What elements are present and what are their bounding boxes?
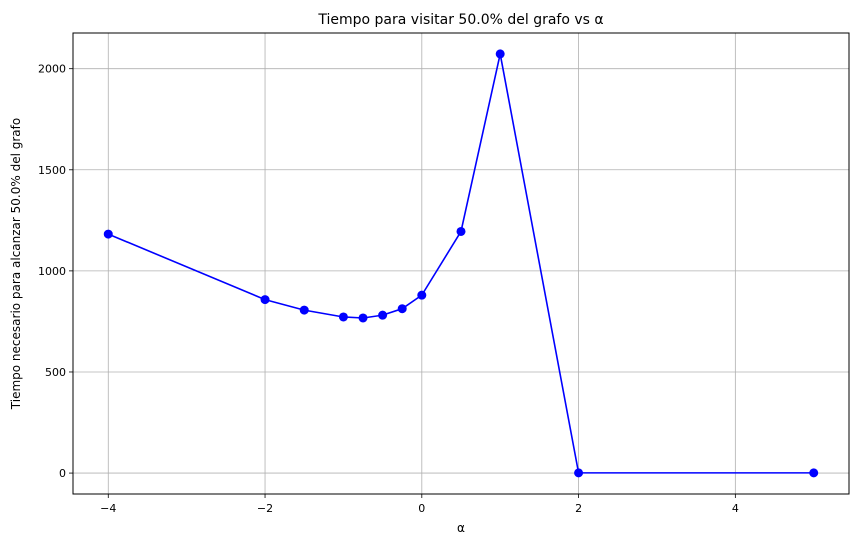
data-point: [103, 229, 113, 239]
grid: [73, 33, 849, 494]
data-point: [809, 468, 819, 478]
chart-title: Tiempo para visitar 50.0% del grafo vs α: [317, 12, 603, 28]
y-axis-label: Tiempo necesario para alcanzar 50.0% del…: [9, 118, 23, 410]
data-point: [574, 468, 584, 478]
data-point: [456, 226, 466, 236]
y-tick-label: 1000: [38, 265, 66, 278]
x-axis-label: α: [457, 521, 465, 535]
x-tick-label: −2: [257, 502, 273, 515]
y-tick-label: 1500: [38, 164, 66, 177]
data-point: [378, 310, 388, 320]
series-layer: [103, 49, 819, 478]
ticks: −4 −2 0 2 4 0 500 1000 1500 2000: [38, 63, 739, 515]
data-point: [495, 49, 505, 59]
data-point: [417, 290, 427, 300]
x-tick-label: 0: [418, 502, 425, 515]
y-tick-label: 0: [59, 467, 66, 480]
data-point: [299, 305, 309, 315]
x-tick-label: −4: [100, 502, 116, 515]
y-tick-label: 500: [45, 366, 66, 379]
data-point: [358, 313, 368, 323]
data-point: [260, 295, 270, 305]
series-line: [107, 53, 814, 474]
x-tick-label: 2: [575, 502, 582, 515]
data-point: [397, 304, 407, 314]
data-point: [338, 312, 348, 322]
x-tick-label: 4: [732, 502, 739, 515]
plot-frame: [72, 32, 850, 495]
y-tick-label: 2000: [38, 63, 66, 76]
